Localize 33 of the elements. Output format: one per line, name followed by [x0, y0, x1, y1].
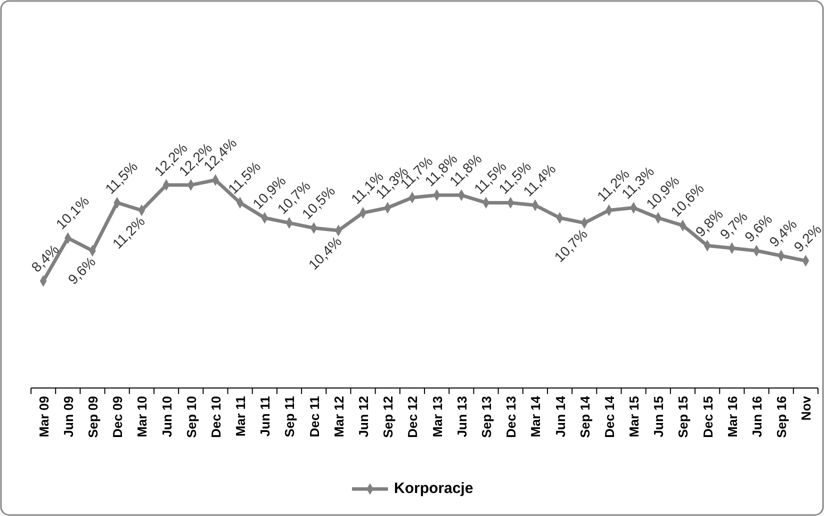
x-tick-label: Jun 10 — [159, 396, 174, 438]
legend-label: Korporacje — [394, 480, 474, 497]
x-tick-label: Dec 09 — [110, 396, 126, 438]
x-tick-label: Dec 14 — [602, 395, 617, 438]
x-tick-label: Dec 15 — [700, 396, 716, 438]
x-tick-label: Sep 14 — [577, 395, 592, 438]
x-tick-label: Sep 10 — [184, 396, 199, 438]
x-tick-label: Mar 16 — [724, 396, 740, 438]
x-tick-label: Sep 11 — [282, 396, 298, 438]
x-tick-label: Mar 15 — [626, 396, 642, 438]
x-tick-label: Dec 10 — [208, 396, 224, 438]
x-tick-label: Jun 14 — [552, 395, 568, 438]
x-tick-label: Mar 09 — [36, 396, 52, 438]
x-tick-label: Dec 11 — [306, 396, 322, 438]
x-tick-label: Sep 13 — [478, 396, 494, 438]
x-tick-label: Dec 13 — [504, 396, 519, 438]
x-tick-label: Mar 13 — [430, 396, 445, 438]
x-tick-label: Jun 16 — [750, 396, 765, 438]
x-tick-label: Mar 14 — [528, 395, 544, 438]
x-tick-label: Sep 09 — [85, 396, 100, 438]
x-tick-label: Jun 09 — [60, 396, 76, 438]
x-tick-label: Nov — [798, 395, 814, 421]
x-tick-label: Sep 15 — [676, 396, 691, 438]
x-tick-label: Jun 13 — [454, 396, 470, 438]
x-tick-label: Mar 12 — [331, 396, 346, 438]
x-tick-label: Sep 12 — [380, 396, 396, 438]
x-tick-label: Dec 12 — [405, 396, 420, 438]
x-tick-label: Jun 12 — [356, 396, 372, 438]
x-tick-label: Mar 11 — [233, 396, 248, 436]
x-tick-label: Jun 11 — [258, 396, 273, 436]
x-tick-label: Sep 16 — [774, 396, 790, 438]
x-tick-label: Mar 10 — [134, 396, 150, 438]
x-tick-label: Jun 15 — [651, 396, 666, 438]
